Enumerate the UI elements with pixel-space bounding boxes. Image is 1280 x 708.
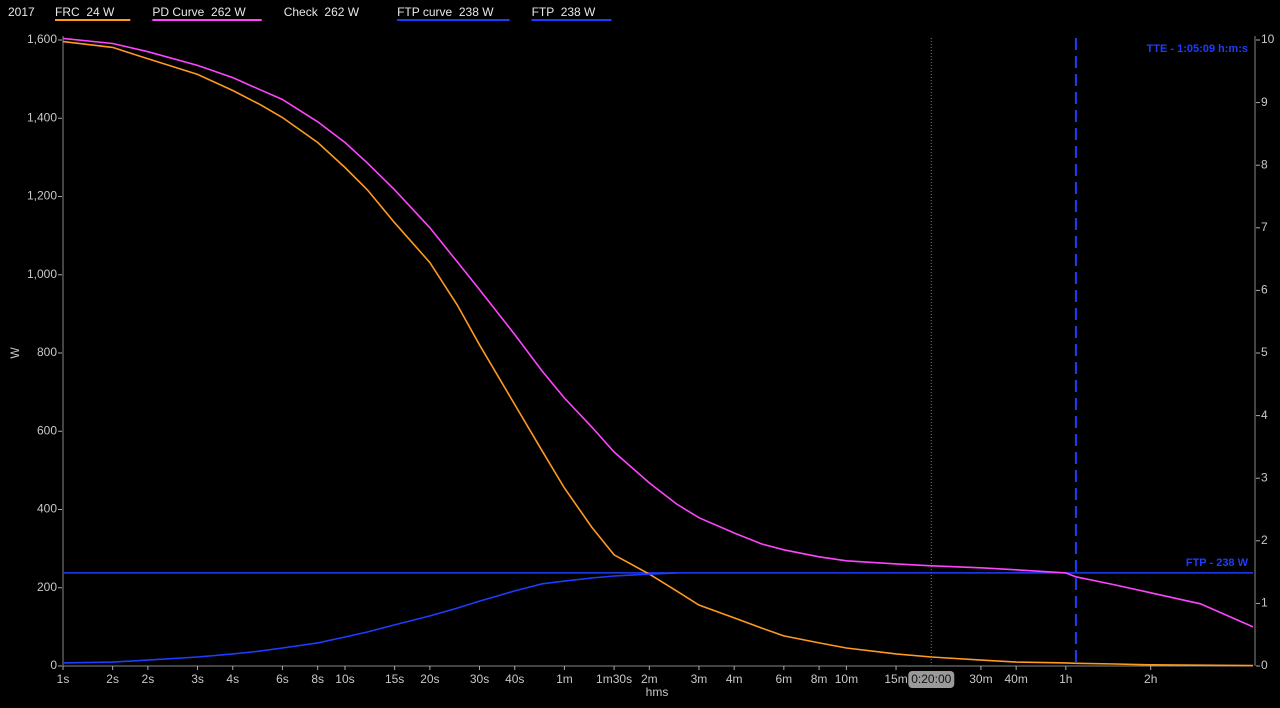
x-tick-label: 4m <box>726 672 743 686</box>
y2-tick-label: 3 <box>1261 470 1268 484</box>
y-tick-label: 800 <box>37 345 57 359</box>
x-tick-label: 20s <box>420 672 439 686</box>
x-tick-label: 6m <box>775 672 792 686</box>
y2-tick-label: 7 <box>1261 220 1268 234</box>
y-tick-label: 1,600 <box>27 32 57 46</box>
y-tick-label: 1,400 <box>27 110 57 124</box>
y-tick-label: 1,000 <box>27 267 57 281</box>
series-line <box>62 572 677 664</box>
y2-tick-label: 8 <box>1261 157 1268 171</box>
x-tick-label: 30s <box>470 672 489 686</box>
x-tick-label: 30m <box>969 672 992 686</box>
y-tick-label: 600 <box>37 423 57 437</box>
series-line <box>62 37 1254 628</box>
y-tick-label: 1,200 <box>27 189 57 203</box>
x-tick-label: 2h <box>1144 672 1157 686</box>
x-tick-label: 2s <box>106 672 119 686</box>
x-tick-label: 3s <box>191 672 204 686</box>
y2-tick-label: 1 <box>1261 596 1268 610</box>
x-tick-label: 15m <box>884 672 907 686</box>
cursor-label: 0:20:00 <box>911 672 951 686</box>
y-axis-label: W <box>8 347 22 359</box>
reference-label: FTP - 238 W <box>1186 557 1249 569</box>
y2-tick-label: 2 <box>1261 533 1268 547</box>
legend-label: PD Curve 262 W <box>152 5 246 19</box>
x-tick-label: 4s <box>226 672 239 686</box>
x-tick-label: 40m <box>1004 672 1027 686</box>
y-tick-label: 0 <box>50 658 57 672</box>
y2-tick-label: 4 <box>1261 408 1268 422</box>
x-tick-label: 1s <box>57 672 70 686</box>
x-tick-label: 2m <box>641 672 658 686</box>
x-axis-label: hms <box>646 685 669 699</box>
y2-tick-label: 5 <box>1261 345 1268 359</box>
x-tick-label: 8m <box>811 672 828 686</box>
y2-tick-label: 6 <box>1261 283 1268 297</box>
x-tick-label: 1h <box>1059 672 1072 686</box>
legend-label: FRC 24 W <box>55 5 115 19</box>
x-tick-label: 40s <box>505 672 524 686</box>
legend-label: Check 262 W <box>284 5 360 19</box>
legend-label: FTP 238 W <box>532 5 596 19</box>
y-tick-label: 200 <box>37 580 57 594</box>
x-tick-label: 2s <box>142 672 155 686</box>
x-tick-label: 1m <box>556 672 573 686</box>
reference-label: TTE - 1:05:09 h:m:s <box>1147 43 1248 55</box>
x-tick-label: 10m <box>835 672 858 686</box>
legend-title: 2017 <box>8 5 35 19</box>
x-tick-label: 8s <box>311 672 324 686</box>
legend-label: FTP curve 238 W <box>397 5 494 19</box>
y2-tick-label: 0 <box>1261 658 1268 672</box>
series-line <box>62 40 1254 667</box>
x-tick-label: 6s <box>276 672 289 686</box>
cursor-label-box <box>908 671 955 688</box>
y-tick-label: 400 <box>37 502 57 516</box>
x-tick-label: 10s <box>335 672 354 686</box>
x-tick-label: 15s <box>385 672 404 686</box>
x-tick-label: 1m30s <box>596 672 632 686</box>
y2-tick-label: 9 <box>1261 95 1268 109</box>
x-tick-label: 3m <box>691 672 708 686</box>
y2-tick-label: 10 <box>1261 32 1275 46</box>
